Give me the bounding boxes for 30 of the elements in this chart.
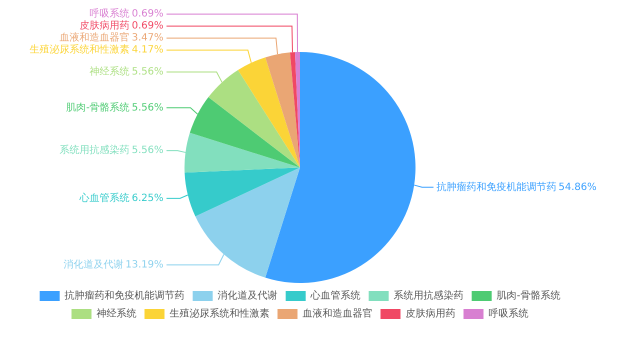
legend-label: 血液和造血器官 bbox=[302, 308, 372, 320]
legend-label: 呼吸系统 bbox=[488, 308, 528, 320]
slice-label: 生殖泌尿系统和性激素 bbox=[30, 44, 130, 56]
data-label: 5.56% bbox=[132, 102, 164, 114]
data-label: 5.56% bbox=[132, 66, 164, 78]
legend-label: 消化道及代谢 bbox=[218, 290, 278, 302]
slice-label: 皮肤病用药 bbox=[80, 20, 130, 32]
data-label: 6.25% bbox=[132, 192, 164, 204]
data-label: 4.17% bbox=[132, 44, 164, 56]
data-label: 0.69% bbox=[132, 20, 164, 32]
data-label: 0.69% bbox=[132, 8, 164, 20]
legend-label: 皮肤病用药 bbox=[406, 308, 456, 320]
slice-label: 神经系统 bbox=[90, 66, 130, 78]
legend-label: 神经系统 bbox=[96, 308, 136, 320]
slice-label: 血液和造血器官 bbox=[60, 32, 130, 44]
slice-label: 肌肉-骨骼系统 bbox=[66, 101, 130, 114]
data-label: 13.19% bbox=[125, 259, 164, 270]
data-label: 54.86% bbox=[558, 182, 597, 193]
slice-label: 系统用抗感染药 bbox=[60, 144, 130, 156]
data-label: 5.56% bbox=[132, 145, 164, 156]
legend-label: 心血管系统 bbox=[310, 290, 361, 302]
slice-label: 消化道及代谢 bbox=[63, 258, 124, 270]
slice-label: 心血管系统 bbox=[78, 192, 130, 204]
slice-label: 抗肿瘤药和免疫机能调节药 bbox=[436, 180, 556, 193]
legend-label: 生殖泌尿系统和性激素 bbox=[170, 308, 270, 320]
legend-label: 系统用抗感染药 bbox=[394, 290, 464, 302]
data-label: 3.47% bbox=[132, 32, 164, 44]
legend-label: 肌肉-骨骼系统 bbox=[496, 290, 560, 302]
slice-label: 呼吸系统 bbox=[90, 8, 130, 20]
legend-label: 抗肿瘤药和免疫机能调节药 bbox=[64, 290, 185, 302]
